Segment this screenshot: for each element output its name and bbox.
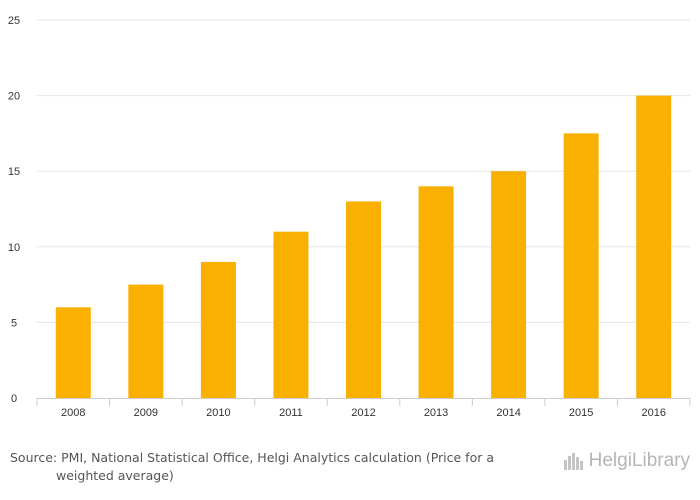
- y-tick-label: 25: [8, 15, 20, 27]
- x-axis: [36, 398, 691, 406]
- x-tick-label: 2008: [61, 407, 85, 419]
- y-tick-label: 5: [11, 317, 17, 329]
- brand-name: HelgiLibrary: [588, 450, 690, 471]
- bar: [128, 284, 164, 398]
- x-tick-label: 2012: [351, 407, 375, 419]
- x-tick-label: 2016: [641, 407, 665, 419]
- bar: [273, 231, 309, 398]
- bar: [418, 186, 454, 398]
- x-tick-label: 2013: [424, 407, 448, 419]
- y-axis-ticks: 0 5 10 15 20 25: [8, 15, 20, 405]
- bar: [200, 261, 236, 398]
- bar: [491, 171, 527, 398]
- x-tick-label: 2010: [206, 407, 230, 419]
- bar: [346, 201, 381, 398]
- source-line-1: Source: PMI, National Statistical Office…: [10, 450, 494, 465]
- y-tick-label: 20: [8, 91, 20, 103]
- x-tick-label: 2009: [134, 407, 158, 419]
- x-axis-ticks: 2008 2009 2010 2011 2012 2013 2014 2015 2016: [61, 407, 666, 419]
- source-line-2: weighted average): [56, 468, 174, 483]
- y-tick-label: 10: [8, 242, 20, 254]
- x-tick-label: 2015: [569, 407, 593, 419]
- y-tick-label: 15: [8, 166, 20, 178]
- source-note: Source: PMI, National Statistical Office…: [10, 449, 530, 485]
- city-skyline-icon: [563, 453, 583, 470]
- x-tick-label: 2014: [496, 407, 520, 419]
- bar: [563, 133, 599, 398]
- bar: [55, 307, 91, 398]
- helgi-library-logo: HelgiLibrary: [563, 448, 690, 474]
- bars: [55, 95, 672, 398]
- bar: [636, 95, 672, 398]
- x-tick-label: 2011: [279, 407, 303, 419]
- y-tick-label: 0: [11, 393, 17, 405]
